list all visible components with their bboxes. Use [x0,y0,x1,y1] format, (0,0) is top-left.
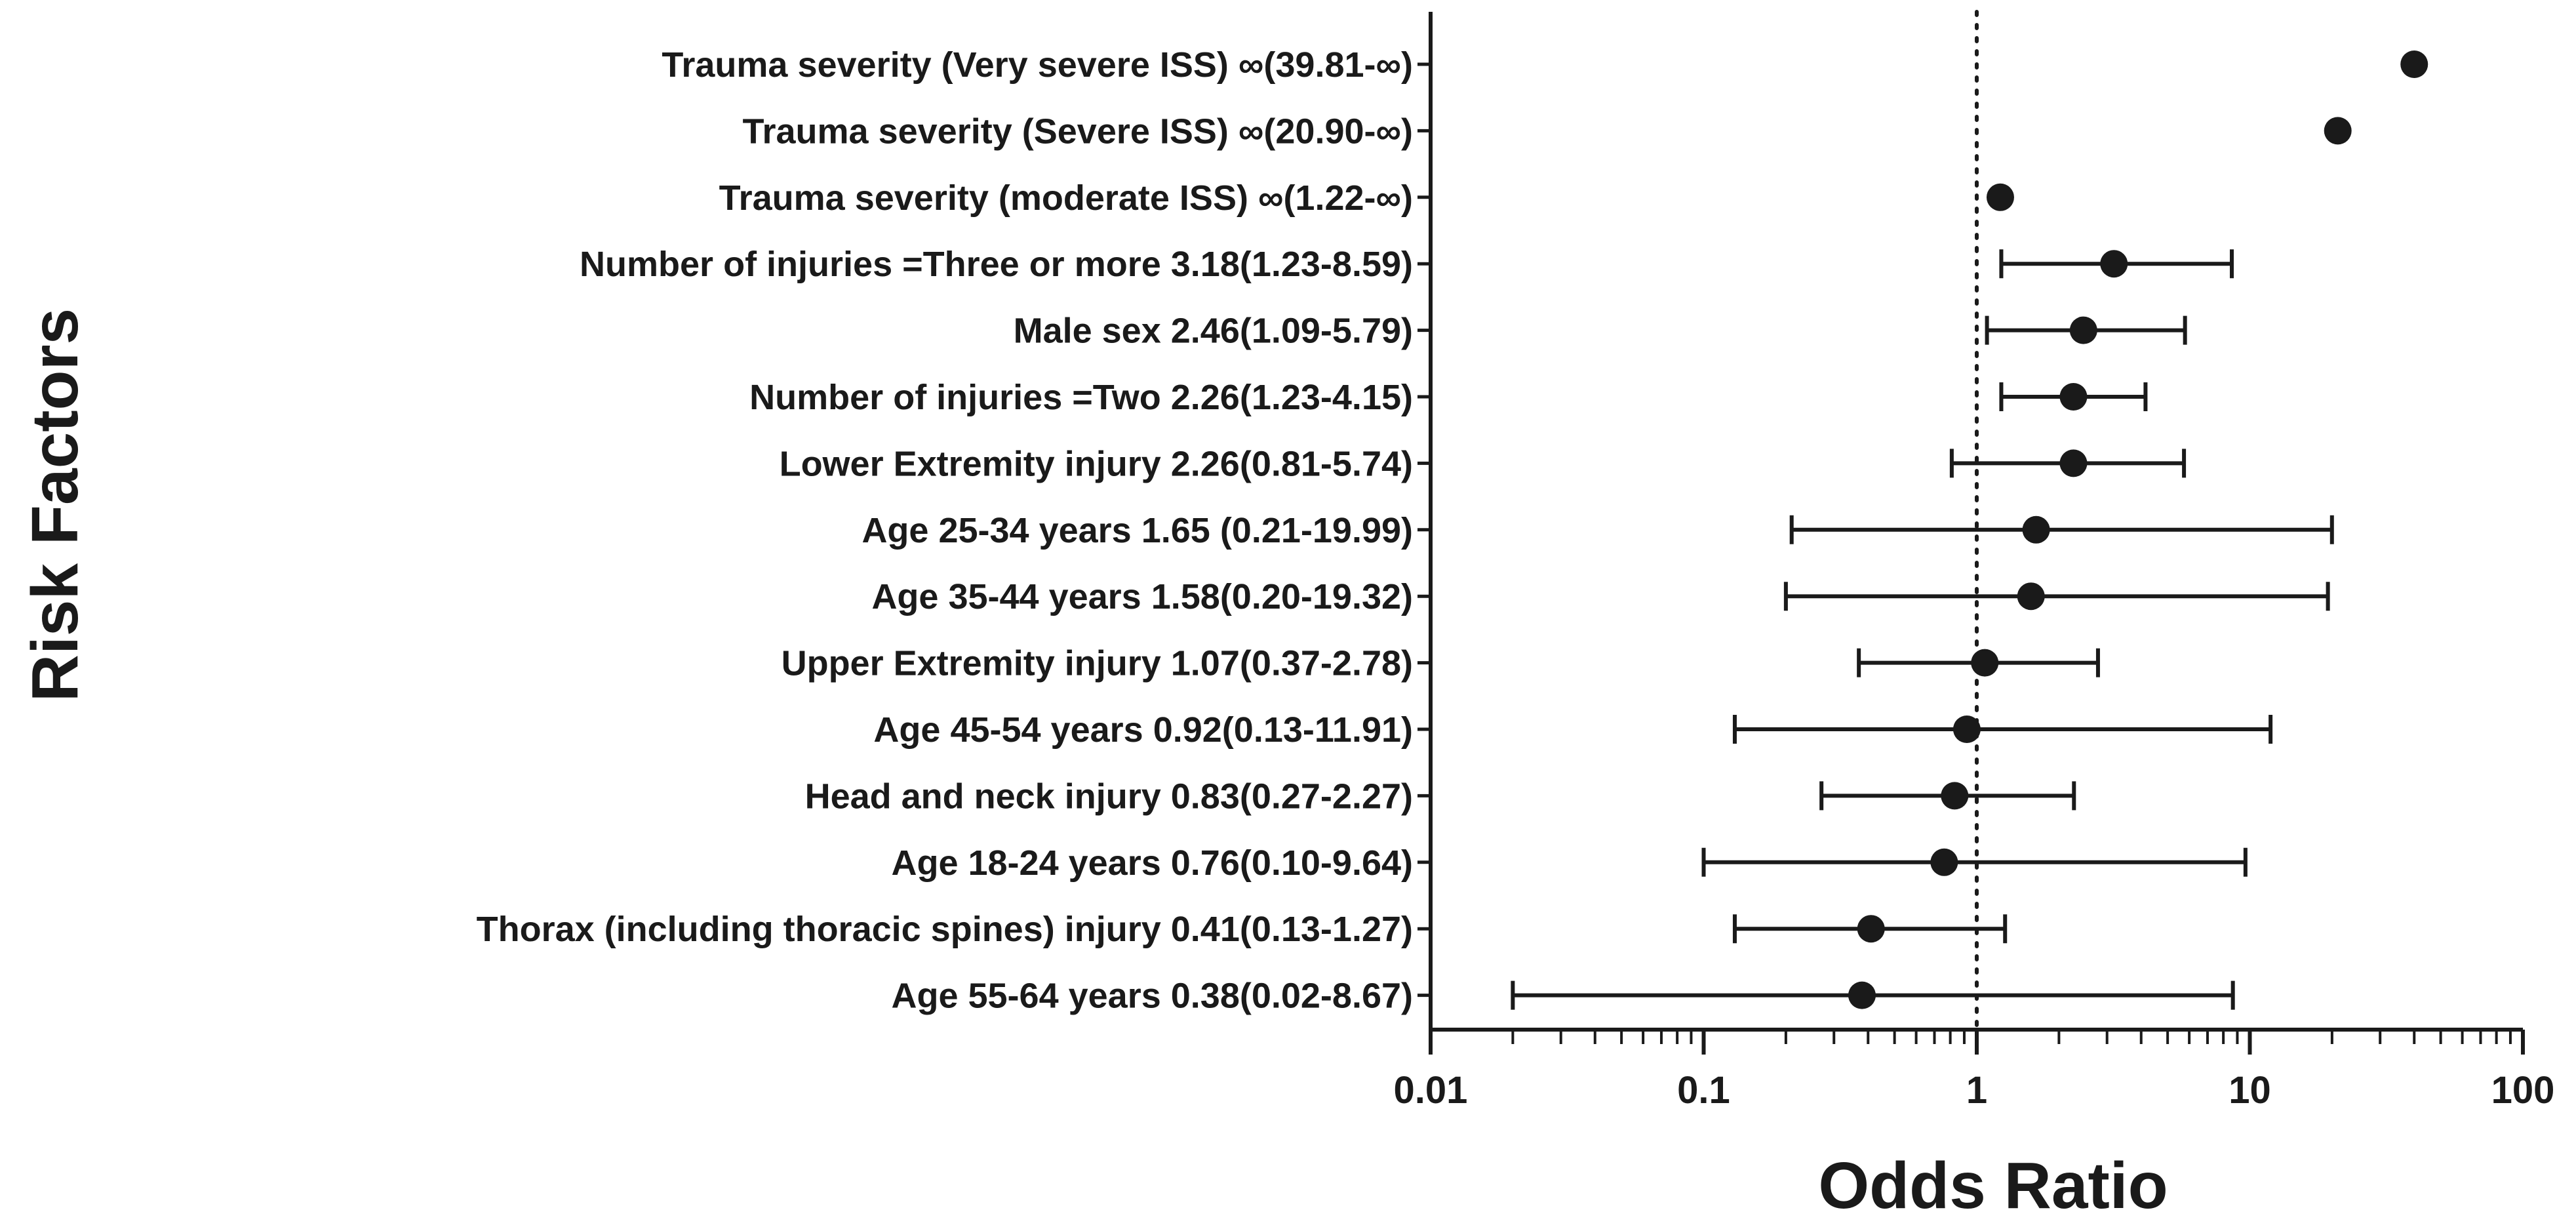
point-estimate [2324,117,2352,145]
row-label: Age 55-64 years 0.38(0.02-8.67) [891,977,1413,1016]
point-estimate [1857,915,1885,943]
point-estimate [1986,183,2014,211]
row-label: Age 18-24 years 0.76(0.10-9.64) [891,843,1413,883]
row-label: Number of injuries =Three or more 3.18(1… [580,245,1413,284]
row-label: Thorax (including thoracic spines) injur… [477,910,1413,949]
row-label: Trauma severity (Very severe ISS) ∞(39.8… [662,45,1413,85]
x-axis-title: Odds Ratio [1818,1149,2168,1222]
x-tick-label: 0.1 [1677,1069,1730,1112]
row-label: Trauma severity (moderate ISS) ∞(1.22-∞) [719,178,1413,218]
row-label: Age 25-34 years 1.65 (0.21-19.99) [862,511,1413,550]
y-axis-title: Risk Factors [18,308,92,702]
point-estimate [1848,981,1876,1009]
row-label: Number of injuries =Two 2.26(1.23-4.15) [749,378,1413,417]
point-estimate [2400,50,2428,78]
row-label: Trauma severity (Severe ISS) ∞(20.90-∞) [743,111,1414,151]
point-estimate [2059,449,2088,477]
point-estimate [2100,250,2128,278]
row-label: Male sex 2.46(1.09-5.79) [1014,312,1413,351]
point-estimate [1971,649,1999,677]
row-label: Age 35-44 years 1.58(0.20-19.32) [871,577,1413,616]
point-estimate [2017,582,2045,611]
point-estimate [2059,383,2088,411]
row-label: Head and neck injury 0.83(0.27-2.27) [805,776,1413,816]
plot-layer: 0.01 0.1 1 10 100 Trauma severity (Very sever… [477,10,2555,1112]
row-label: Age 45-54 years 0.92(0.13-11.91) [873,710,1413,750]
row-label: Lower Extremity injury 2.26(0.81-5.74) [780,444,1413,483]
x-tick-label: 10 [2229,1069,2271,1112]
x-tick-label: 100 [2491,1069,2555,1112]
point-estimate [1941,782,1969,810]
row-label: Upper Extremity injury 1.07(0.37-2.78) [782,644,1413,683]
point-estimate [1930,848,1958,876]
x-tick-label: 0.01 [1394,1069,1468,1112]
point-estimate [2022,515,2050,544]
point-estimate [2069,316,2097,344]
point-estimate [1952,715,1981,743]
x-tick-label: 1 [1966,1069,1987,1112]
